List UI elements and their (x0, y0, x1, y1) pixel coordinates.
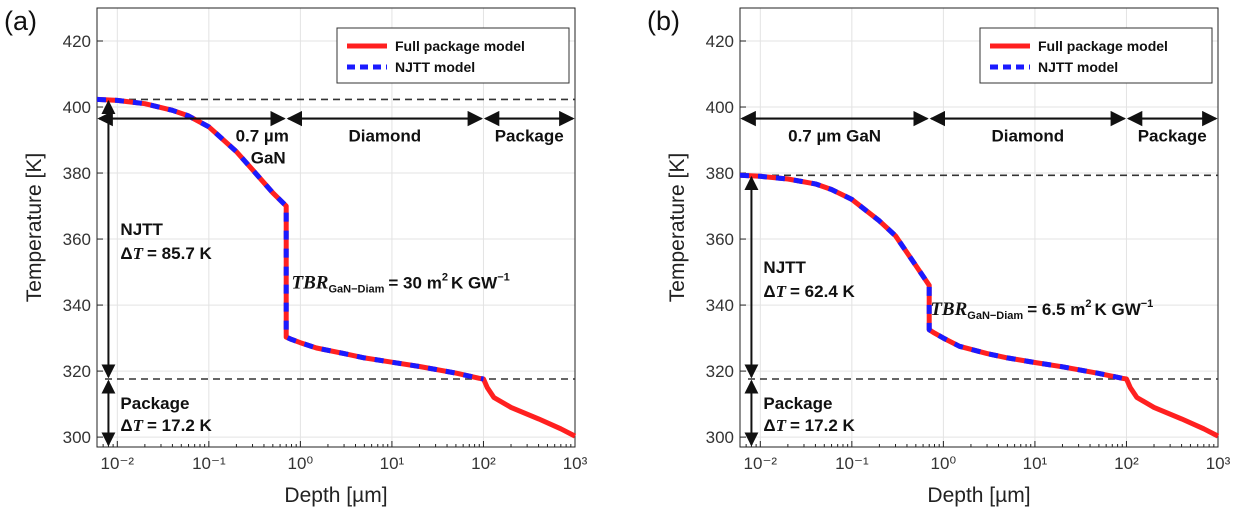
legend-label-njtt: NJTT model (395, 59, 475, 75)
package-label: Package (120, 394, 189, 413)
njtt-label: NJTT (120, 220, 163, 239)
delta-symbol: Δ (120, 416, 132, 435)
delta-symbol: Δ (763, 416, 775, 435)
y-tick-label: 420 (63, 32, 91, 51)
legend-label-full-package: Full package model (395, 38, 525, 54)
tbr-symbol: TBR (292, 273, 329, 294)
tbr-value: = 30 m (388, 274, 441, 293)
y-tick-label: 320 (706, 362, 734, 381)
y-tick-label: 360 (63, 230, 91, 249)
njtt-delta-value: = 85.7 K (147, 244, 212, 263)
package-delta-t: ΔT = 17.2 K (763, 416, 855, 435)
y-tick-label: 340 (63, 296, 91, 315)
legend-label-njtt: NJTT model (1038, 59, 1118, 75)
package-delta-value: = 17.2 K (790, 416, 855, 435)
y-tick-label: 400 (706, 98, 734, 117)
x-tick-label: 10² (471, 454, 496, 473)
njtt-label: NJTT (763, 258, 806, 277)
tbr-units: K GW (451, 274, 498, 293)
tbr-exp-2: 2 (1085, 298, 1091, 310)
x-tick-label: 10⁻² (744, 454, 778, 473)
y-tick-label: 380 (63, 164, 91, 183)
njtt-delta-t: ΔT = 62.4 K (763, 282, 855, 301)
x-tick-label: 10¹ (380, 454, 405, 473)
y-tick-label: 360 (706, 230, 734, 249)
package-label: Package (763, 394, 832, 413)
legend-box (979, 27, 1213, 84)
y-tick-label: 340 (706, 296, 734, 315)
y-tick-label: 320 (63, 362, 91, 381)
tbr-symbol: TBR (930, 299, 967, 320)
region-label-diamond: Diamond (348, 127, 421, 146)
x-tick-label: 10⁰ (931, 454, 957, 473)
plot-frame (96, 7, 576, 448)
tbr-exp-2: 2 (442, 272, 448, 284)
region-label-diamond: Diamond (991, 127, 1064, 146)
y-axis-label: Temperature [K] (666, 153, 689, 302)
minor-ticks (739, 444, 1215, 447)
y-tick-label: 380 (706, 164, 734, 183)
tbr-annotation: TBRGaN−Diam = 30 m2 K GW−1 (292, 272, 510, 296)
legend-box (336, 27, 570, 84)
tbr-subscript: GaN−Diam (967, 310, 1023, 322)
tbr-exp-minus1: −1 (1141, 298, 1154, 310)
plot-frame (739, 7, 1219, 448)
x-tick-label: 10³ (1206, 454, 1231, 473)
delta-symbol: Δ (763, 282, 775, 301)
series-line-njtt (96, 96, 484, 382)
x-tick-label: 10⁻² (101, 454, 135, 473)
y-tick-label: 300 (63, 428, 91, 447)
legend: Full package model NJTT model (336, 27, 570, 84)
package-delta-value: = 17.2 K (147, 416, 212, 435)
delta-symbol: Δ (120, 244, 132, 263)
minor-ticks (96, 444, 572, 447)
t-symbol: T (133, 244, 144, 263)
series-line-full-package (96, 96, 577, 439)
y-axis-label: Temperature [K] (23, 153, 46, 302)
x-axis-label: Depth [µm] (927, 484, 1030, 507)
y-tick-label: 420 (706, 32, 734, 51)
x-tick-label: 10⁻¹ (835, 454, 869, 473)
x-tick-label: 10² (1114, 454, 1139, 473)
region-label-package: Package (495, 127, 564, 146)
tbr-units: K GW (1094, 300, 1141, 319)
njtt-delta-value: = 62.4 K (790, 282, 855, 301)
njtt-delta-t: ΔT = 85.7 K (120, 244, 212, 263)
tbr-subscript: GaN−Diam (328, 284, 384, 296)
panel-label: (b) (647, 6, 680, 36)
x-tick-label: 10⁰ (288, 454, 314, 473)
tbr-exp-minus1: −1 (497, 272, 510, 284)
panel-label: (a) (4, 6, 37, 36)
tbr-value: = 6.5 m (1027, 300, 1085, 319)
legend-label-full-package: Full package model (1038, 38, 1168, 54)
region-label-gan: 0.7 µm (236, 127, 289, 146)
panel-a: 10⁻² 10⁻¹ 10⁰ 10¹ 10² 10³ 300 320 340 360 380 400 42… (4, 6, 588, 507)
x-axis-label: Depth [µm] (284, 484, 387, 507)
panel-b: 10⁻² 10⁻¹ 10⁰ 10¹ 10² 10³ 300 320 340 360 380 400 42… (647, 6, 1231, 507)
package-delta-t: ΔT = 17.2 K (120, 416, 212, 435)
region-label-gan: 0.7 µm GaN (788, 127, 881, 146)
tbr-annotation: TBRGaN−Diam = 6.5 m2 K GW−1 (930, 298, 1153, 322)
region-label-package: Package (1138, 127, 1207, 146)
t-symbol: T (776, 416, 787, 435)
x-tick-label: 10¹ (1023, 454, 1048, 473)
region-label-gan-line2: GaN (251, 149, 286, 168)
y-tick-label: 300 (706, 428, 734, 447)
x-tick-label: 10⁻¹ (192, 454, 226, 473)
t-symbol: T (776, 282, 787, 301)
t-symbol: T (133, 416, 144, 435)
y-tick-label: 400 (63, 98, 91, 117)
legend: Full package model NJTT model (979, 27, 1213, 84)
x-tick-label: 10³ (563, 454, 588, 473)
series-line-njtt (739, 172, 1127, 382)
